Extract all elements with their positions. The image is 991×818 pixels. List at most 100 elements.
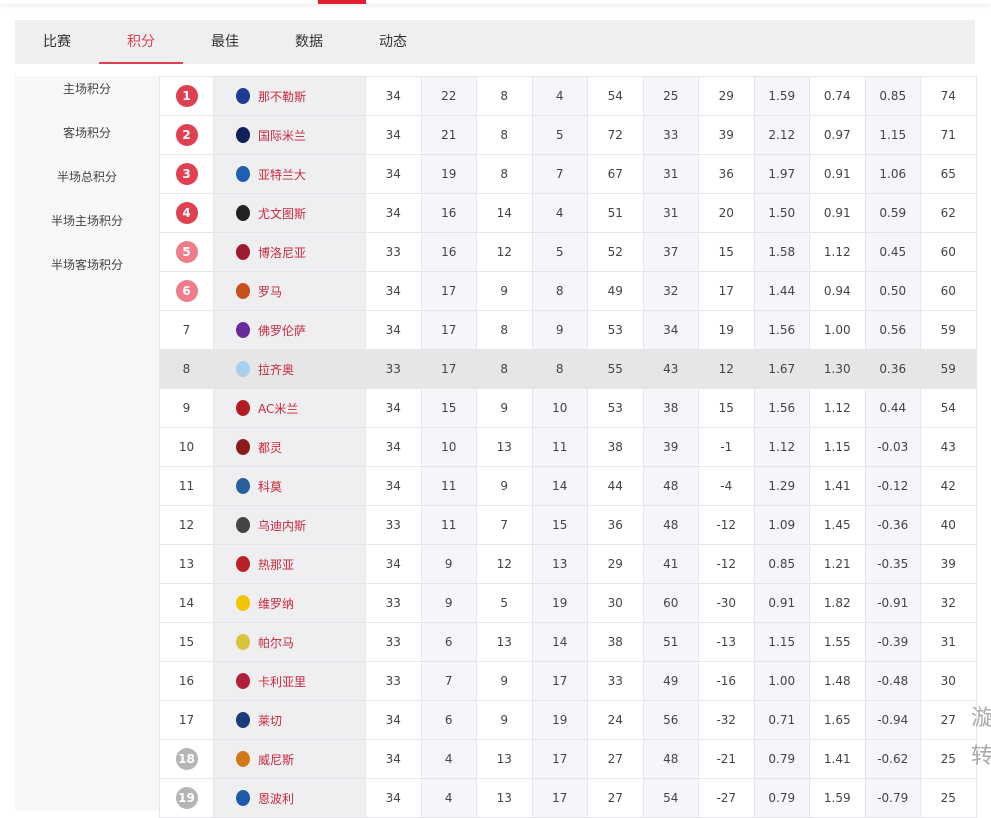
- stat-cell: 1.12: [809, 388, 866, 428]
- stat-cell: 49: [642, 661, 699, 701]
- stat-cell: 56: [642, 700, 699, 740]
- stat-cell: 4: [420, 778, 477, 818]
- team-logo-icon: [236, 517, 250, 533]
- table-row[interactable]: 9 AC米兰 34 15 9 10 53 38 15 1.56 1.12 0.44 54: [159, 388, 977, 428]
- stat-cell: 54: [642, 778, 699, 818]
- side-menu-item[interactable]: 客场积分: [62, 126, 111, 140]
- team-name[interactable]: 帕尔马: [258, 635, 295, 650]
- table-row[interactable]: 10 都灵 34 10 13 11 38 39 -1 1.12 1.15 -0.03 43: [159, 427, 977, 467]
- table-row[interactable]: 6 罗马 34 17 9 8 49 32 17 1.44 0.94 0.50 60: [159, 271, 977, 311]
- stat-cell: 38: [587, 622, 644, 662]
- stat-cell: 34: [365, 310, 422, 350]
- team-cell[interactable]: 罗马: [213, 271, 366, 311]
- stat-cell: 0.79: [753, 739, 810, 779]
- table-row[interactable]: 13 热那亚 34 9 12 13 29 41 -12 0.85 1.21 -0.35 39: [159, 544, 977, 584]
- tab-2[interactable]: 最佳: [211, 34, 239, 50]
- stat-cell: 9: [531, 310, 588, 350]
- stat-cell: 1.58: [753, 232, 810, 272]
- stat-cell: -13: [698, 622, 755, 662]
- stat-cell: 8: [531, 271, 588, 311]
- stat-cell: 52: [587, 232, 644, 272]
- team-logo-icon: [236, 673, 250, 689]
- stat-cell: 5: [531, 115, 588, 155]
- team-cell[interactable]: 拉齐奥: [213, 349, 366, 389]
- table-row[interactable]: 8 拉齐奥 33 17 8 8 55 43 12 1.67 1.30 0.36 59: [159, 349, 977, 389]
- team-cell[interactable]: 佛罗伦萨: [213, 310, 366, 350]
- table-row[interactable]: 4 尤文图斯 34 16 14 4 51 31 20 1.50 0.91 0.59 62: [159, 193, 977, 233]
- team-cell[interactable]: 帕尔马: [213, 622, 366, 662]
- team-cell[interactable]: 博洛尼亚: [213, 232, 366, 272]
- team-name[interactable]: 罗马: [258, 284, 283, 299]
- team-name[interactable]: 亚特兰大: [258, 167, 307, 182]
- side-menu-item[interactable]: 主场积分: [62, 82, 111, 96]
- stat-cell: 34: [642, 310, 699, 350]
- team-logo-icon: [236, 634, 250, 650]
- side-menu-item[interactable]: 半场客场积分: [50, 258, 123, 272]
- team-name[interactable]: 国际米兰: [258, 128, 307, 143]
- team-cell[interactable]: 国际米兰: [213, 115, 366, 155]
- team-logo-icon: [236, 244, 250, 260]
- table-row[interactable]: 15 帕尔马 33 6 13 14 38 51 -13 1.15 1.55 -0.39 31: [159, 622, 977, 662]
- stat-cell: 14: [476, 193, 533, 233]
- tab-4[interactable]: 动态: [379, 34, 407, 50]
- table-row[interactable]: 2 国际米兰 34 21 8 5 72 33 39 2.12 0.97 1.15 71: [159, 115, 977, 155]
- team-name[interactable]: 都灵: [258, 440, 283, 455]
- table-row[interactable]: 14 维罗纳 33 9 5 19 30 60 -30 0.91 1.82 -0.91 32: [159, 583, 977, 623]
- stat-cell: 39: [920, 544, 977, 584]
- stat-cell: 0.91: [809, 193, 866, 233]
- side-menu-item[interactable]: 半场主场积分: [50, 214, 123, 228]
- team-cell[interactable]: 恩波利: [213, 778, 366, 818]
- stat-cell: 0.91: [809, 154, 866, 194]
- team-name[interactable]: 科莫: [258, 479, 283, 494]
- team-name[interactable]: 卡利亚里: [258, 674, 307, 689]
- tab-1[interactable]: 积分: [99, 20, 183, 64]
- table-row[interactable]: 7 佛罗伦萨 34 17 8 9 53 34 19 1.56 1.00 0.56 59: [159, 310, 977, 350]
- team-name[interactable]: 拉齐奥: [258, 362, 295, 377]
- team-cell[interactable]: 那不勒斯: [213, 76, 366, 116]
- team-cell[interactable]: 莱切: [213, 700, 366, 740]
- stat-cell: 15: [698, 388, 755, 428]
- team-cell[interactable]: 都灵: [213, 427, 366, 467]
- team-cell[interactable]: 热那亚: [213, 544, 366, 584]
- tab-3[interactable]: 数据: [295, 34, 323, 50]
- stat-cell: 1.44: [753, 271, 810, 311]
- team-cell[interactable]: 尤文图斯: [213, 193, 366, 233]
- side-menu-item[interactable]: 半场总积分: [56, 170, 117, 184]
- stat-cell: 27: [587, 739, 644, 779]
- team-name[interactable]: 热那亚: [258, 557, 295, 572]
- team-cell[interactable]: 卡利亚里: [213, 661, 366, 701]
- table-row[interactable]: 1 那不勒斯 34 22 8 4 54 25 29 1.59 0.74 0.85 74: [159, 76, 977, 116]
- stat-cell: 38: [587, 427, 644, 467]
- table-row[interactable]: 17 莱切 34 6 9 19 24 56 -32 0.71 1.65 -0.94 27: [159, 700, 977, 740]
- team-cell[interactable]: 维罗纳: [213, 583, 366, 623]
- table-row[interactable]: 16 卡利亚里 33 7 9 17 33 49 -16 1.00 1.48 -0.48 30: [159, 661, 977, 701]
- team-name[interactable]: 乌迪内斯: [258, 518, 307, 533]
- team-name[interactable]: 那不勒斯: [258, 89, 307, 104]
- team-name[interactable]: 维罗纳: [258, 596, 295, 611]
- team-cell[interactable]: 科莫: [213, 466, 366, 506]
- stat-cell: 7: [531, 154, 588, 194]
- team-name[interactable]: 威尼斯: [258, 752, 295, 767]
- team-name[interactable]: AC米兰: [258, 401, 299, 416]
- table-row[interactable]: 18 威尼斯 34 4 13 17 27 48 -21 0.79 1.41 -0.62 25: [159, 739, 977, 779]
- table-row[interactable]: 5 博洛尼亚 33 16 12 5 52 37 15 1.58 1.12 0.45 60: [159, 232, 977, 272]
- team-cell[interactable]: AC米兰: [213, 388, 366, 428]
- stat-cell: 1.82: [809, 583, 866, 623]
- team-name[interactable]: 尤文图斯: [258, 206, 307, 221]
- table-row[interactable]: 3 亚特兰大 34 19 8 7 67 31 36 1.97 0.91 1.06 65: [159, 154, 977, 194]
- table-row[interactable]: 19 恩波利 34 4 13 17 27 54 -27 0.79 1.59 -0.79 25: [159, 778, 977, 818]
- stat-cell: 1.59: [753, 76, 810, 116]
- team-cell[interactable]: 亚特兰大: [213, 154, 366, 194]
- team-name[interactable]: 恩波利: [258, 791, 295, 806]
- team-cell[interactable]: 乌迪内斯: [213, 505, 366, 545]
- tab-0[interactable]: 比赛: [43, 34, 71, 50]
- rank-cell: 16: [159, 661, 214, 701]
- stat-cell: 1.15: [753, 622, 810, 662]
- rank-badge: 6: [175, 280, 198, 302]
- team-cell[interactable]: 威尼斯: [213, 739, 366, 779]
- team-name[interactable]: 博洛尼亚: [258, 245, 307, 260]
- team-name[interactable]: 莱切: [258, 713, 283, 728]
- table-row[interactable]: 11 科莫 34 11 9 14 44 48 -4 1.29 1.41 -0.12 42: [159, 466, 977, 506]
- team-name[interactable]: 佛罗伦萨: [258, 323, 307, 338]
- table-row[interactable]: 12 乌迪内斯 33 11 7 15 36 48 -12 1.09 1.45 -0.36 40: [159, 505, 977, 545]
